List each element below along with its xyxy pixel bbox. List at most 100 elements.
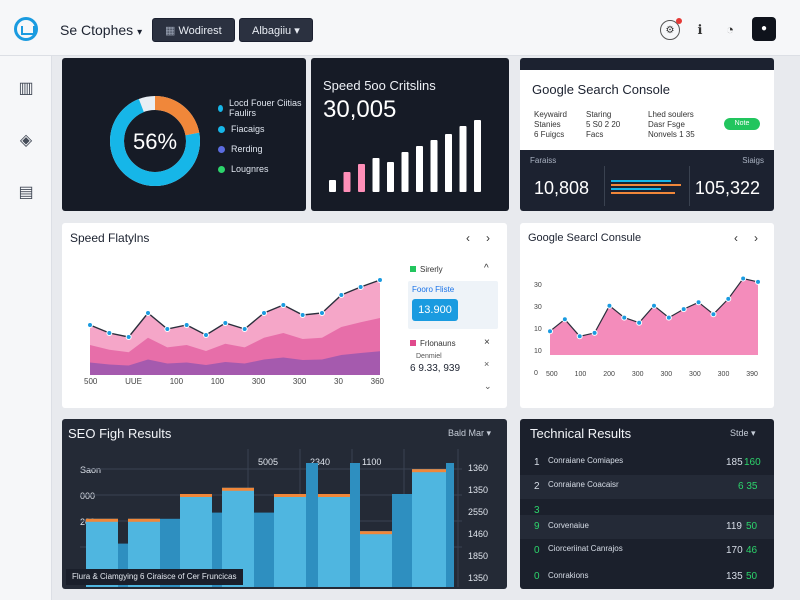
- gsc-cell: 5 S0 2 20: [586, 120, 621, 129]
- gsc-area-chart: [548, 275, 761, 355]
- area-point: [280, 302, 287, 308]
- seo-bar: [306, 463, 318, 587]
- chevron-down-icon[interactable]: ⌄: [484, 381, 492, 391]
- technical-filter-label: Stde: [730, 428, 749, 438]
- gsc-point: [680, 306, 687, 313]
- chevron-down-icon: ▾: [294, 25, 300, 37]
- legend-dot: [218, 165, 225, 173]
- row-name: Corvenaiue: [548, 521, 589, 530]
- info-icon[interactable]: ℹ: [697, 22, 703, 37]
- gsc-cell: Lhed soulers: [648, 110, 694, 119]
- technical-filter-dropdown[interactable]: Stde ▾: [730, 428, 756, 439]
- gsc-point: [710, 311, 717, 318]
- user-avatar[interactable]: ●: [752, 17, 776, 41]
- app-logo-icon[interactable]: [14, 17, 38, 41]
- row-name: Conraiane Comiapes: [548, 456, 624, 465]
- gsc-summary-card: Google Search Console Keywaird Stanies 6…: [520, 58, 774, 211]
- gsc-title: Google Search Console: [532, 82, 671, 97]
- area-point: [145, 310, 151, 316]
- area-point: [164, 326, 171, 332]
- gsc-chart-card: Google Searcl Consule ‹ › 30 30 10 10 0 …: [520, 223, 774, 408]
- row-value: 135: [726, 571, 743, 582]
- y-tick: 000: [80, 491, 96, 501]
- gsc-point: [665, 314, 672, 321]
- x-tick: 300: [631, 371, 644, 378]
- gsc-point: [740, 275, 747, 282]
- remove-icon[interactable]: ×: [484, 337, 490, 348]
- gsc-point: [651, 302, 657, 309]
- seo-bar-cap: [360, 531, 392, 535]
- dashboard-icon[interactable]: ▥: [18, 80, 34, 97]
- gsc-col-3: Lhed soulers Dasr Fsge Nonvels 1 35: [648, 110, 695, 140]
- notification-dot: [676, 18, 682, 24]
- seo-bar: [274, 494, 306, 587]
- chevron-down-icon: ▾: [486, 428, 492, 438]
- mini-bar: [611, 184, 681, 186]
- y-tick: 1350: [468, 573, 489, 583]
- speed-bar: [445, 134, 452, 192]
- speed-bar: [387, 162, 394, 192]
- albagiiu-dropdown[interactable]: Albagiiu ▾: [239, 18, 313, 42]
- row-index: 0: [534, 571, 540, 582]
- gsc-col-2: Staring 5 S0 2 20 Facs: [586, 110, 620, 140]
- prev-arrow-button[interactable]: ‹: [734, 231, 738, 245]
- gsc-point: [621, 314, 628, 321]
- collapse-icon[interactable]: ^: [484, 263, 489, 274]
- notifications-icon[interactable]: ⚙: [660, 20, 680, 40]
- help-icon[interactable]: ◔: [726, 22, 734, 37]
- speed-bar: [401, 152, 409, 192]
- legend-label: Lougnres: [231, 164, 269, 174]
- wodirest-button[interactable]: ▦ Wodirest: [152, 18, 235, 42]
- gsc-status-badge[interactable]: Note: [724, 118, 760, 130]
- albagiiu-label: Albagiiu: [252, 25, 292, 37]
- area-point: [203, 332, 209, 338]
- close-icon[interactable]: ×: [484, 359, 490, 369]
- table-row[interactable]: 3: [520, 499, 774, 523]
- gsc-cell: Nonvels 1 35: [648, 130, 695, 139]
- gsc-point: [695, 299, 702, 306]
- gsc-value-right: 105,322: [694, 178, 760, 198]
- y-tick: 30: [534, 304, 542, 311]
- area-point: [357, 284, 364, 290]
- next-arrow-button[interactable]: ›: [486, 231, 490, 245]
- folder-icon[interactable]: ▤: [18, 184, 34, 201]
- legend-item-2: Fiacaigs: [218, 124, 265, 134]
- seo-filter-dropdown[interactable]: Bald Mar ▾: [448, 428, 491, 439]
- donut-percent: 56%: [133, 129, 177, 154]
- side-metric-value[interactable]: 13.900: [412, 299, 458, 321]
- row-name: Conrakions: [548, 571, 589, 580]
- table-row[interactable]: 0 Conrakions 135 50: [520, 565, 774, 589]
- legend-label: Fiacaigs: [231, 124, 265, 134]
- row-name: Conraiane Coacaisr: [548, 480, 619, 489]
- area-point: [87, 322, 93, 328]
- y-tick: 1460: [468, 529, 489, 539]
- table-row[interactable]: 9 Corvenaiue 119 50: [520, 515, 774, 539]
- speed-card-value: 30,005: [323, 96, 397, 123]
- table-row[interactable]: 1 Conraiane Comiapes 185 160: [520, 451, 774, 475]
- gsc-col-1: Keywaird Stanies 6 Fuigcs: [534, 110, 567, 140]
- gsc-cell: 6 Fuigcs: [534, 130, 565, 139]
- table-row[interactable]: 0 Ciorceriinat Canrajos 170 46: [520, 539, 774, 563]
- chevron-down-icon: ▾: [137, 27, 143, 38]
- legend-dot: [410, 266, 416, 272]
- y-tick: 30: [534, 282, 542, 289]
- x-tick: 500: [546, 371, 558, 378]
- gsc-cell: Stanies: [534, 120, 561, 129]
- workspace-selector[interactable]: Se Ctophes ▾: [60, 22, 142, 38]
- analytics-icon[interactable]: ◈: [19, 132, 33, 149]
- gsc-value-left: 10,808: [534, 178, 590, 198]
- side-sub-label: Denmiel: [416, 353, 442, 360]
- donut-segment-secondary: [110, 96, 200, 186]
- top-bar: Se Ctophes ▾ ▦ Wodirest Albagiiu ▾ ⚙ ℹ ◔ …: [0, 0, 800, 56]
- y-tick: 10: [534, 348, 542, 355]
- seo-col-head-1: 5005: [258, 457, 279, 467]
- prev-arrow-button[interactable]: ‹: [466, 231, 470, 245]
- speed-bar: [343, 172, 351, 192]
- row-index: 3: [534, 505, 540, 516]
- row-index: 1: [534, 457, 540, 468]
- chevron-down-icon: ▾: [751, 428, 756, 438]
- y-tick: Saon: [80, 465, 102, 475]
- table-row[interactable]: 2 Conraiane Coacaisr 6 35: [520, 475, 774, 499]
- x-tick: 390: [746, 371, 758, 378]
- next-arrow-button[interactable]: ›: [754, 231, 758, 245]
